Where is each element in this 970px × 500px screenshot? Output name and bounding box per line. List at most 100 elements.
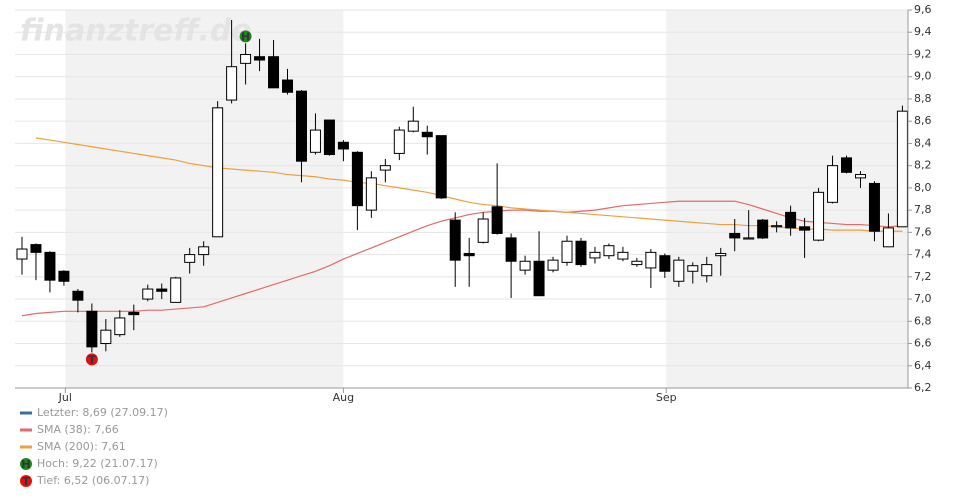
candle-body — [841, 157, 853, 173]
legend-marker-label: T — [22, 475, 30, 488]
candle-body — [771, 225, 783, 228]
legend-label: SMA (200): 7,61 — [37, 440, 126, 453]
candle-body — [575, 240, 587, 266]
month-band — [666, 10, 908, 388]
month-bands — [65, 10, 908, 388]
candle-body — [854, 174, 866, 179]
candle-body — [86, 310, 98, 348]
candle-body — [463, 252, 475, 257]
candle-body — [701, 264, 713, 277]
y-tick-label: 8,0 — [914, 181, 932, 194]
candle-body — [631, 260, 643, 266]
y-tick-label: 9,2 — [914, 47, 932, 60]
candle-body — [785, 211, 797, 229]
candle-body — [687, 265, 699, 272]
candle-body — [212, 107, 224, 238]
sma-line — [21, 200, 903, 317]
candle-body — [868, 182, 880, 232]
candle-body — [519, 260, 531, 271]
candle-body — [673, 259, 685, 282]
y-tick-label: 6,6 — [914, 337, 932, 350]
y-tick-label: 6,8 — [914, 314, 932, 327]
candle-body — [72, 290, 84, 301]
y-tick-label: 8,2 — [914, 159, 932, 172]
candle-body — [184, 254, 196, 263]
candle-body — [295, 90, 307, 162]
y-tick-label: 9,6 — [914, 3, 932, 16]
candle-body — [827, 165, 839, 203]
axes: 6,2 6,4 6,6 6,8 7,0 7,2 7,4 7,6 7,8 8,0 8,2 8,4 8,6 8… — [15, 3, 932, 404]
candle-body — [337, 141, 349, 150]
candle-body — [114, 317, 126, 336]
candle-body — [729, 232, 741, 239]
candle-body — [533, 260, 545, 297]
candle-body — [240, 53, 252, 64]
candle-body — [226, 66, 238, 101]
candle-body — [603, 245, 615, 257]
candle-body — [323, 119, 335, 156]
y-tick-label: 6,4 — [914, 359, 932, 372]
watermark: finanztreff.de — [20, 14, 252, 49]
candle-body — [421, 131, 433, 138]
y-tick-label: 9,0 — [914, 70, 932, 83]
month-band — [65, 10, 344, 388]
x-tick-label: Aug — [333, 391, 354, 404]
extreme-marker — [239, 30, 252, 43]
candle-body — [365, 177, 377, 211]
y-tick-label: 8,8 — [914, 92, 932, 105]
candle-body — [351, 151, 363, 207]
candles: HT — [16, 20, 908, 366]
legend-label: SMA (38): 7,66 — [37, 423, 119, 436]
legend-label: Letzter: 8,69 (27.09.17) — [37, 406, 168, 419]
candle-body — [44, 251, 56, 281]
candle-body — [505, 237, 517, 262]
y-tick-label: 7,8 — [914, 203, 932, 216]
candle-body — [128, 311, 140, 316]
legend-marker — [20, 475, 32, 487]
candle-body — [254, 56, 266, 61]
y-tick-label: 8,6 — [914, 114, 932, 127]
candle-body — [799, 226, 811, 231]
marker-label: T — [88, 353, 96, 366]
x-tick-label: Jul — [58, 391, 72, 404]
y-tick-label: 7,4 — [914, 248, 932, 261]
candle-body — [491, 206, 503, 234]
candle-body — [142, 288, 154, 300]
y-tick-label: 7,2 — [914, 270, 932, 283]
candle-body — [743, 237, 755, 240]
candle-body — [561, 240, 573, 263]
candle-body — [268, 56, 280, 89]
candle-body — [16, 248, 28, 260]
candle-body — [393, 129, 405, 154]
candle-body — [379, 165, 391, 171]
y-tick-label: 7,0 — [914, 292, 932, 305]
y-tick-label: 6,2 — [914, 381, 932, 394]
candle-body — [156, 288, 168, 292]
candle-body — [645, 251, 657, 269]
candle-body — [198, 246, 210, 256]
candle-body — [477, 218, 489, 243]
candle-body — [58, 270, 70, 282]
candle-body — [547, 259, 559, 271]
legend-label: Tief: 6,52 (06.07.17) — [36, 474, 149, 487]
candle-body — [309, 129, 321, 153]
y-tick-label: 7,6 — [914, 225, 932, 238]
candle-body — [589, 251, 601, 259]
legend-marker — [20, 458, 32, 470]
candle-body — [435, 135, 447, 199]
candle-body — [170, 277, 182, 303]
extreme-marker — [85, 353, 98, 366]
y-tick-label: 8,4 — [914, 136, 932, 149]
legend-marker-label: H — [21, 458, 30, 471]
candle-body — [659, 255, 671, 272]
candle-body — [813, 191, 825, 241]
candle-body — [100, 329, 112, 345]
candle-body — [715, 252, 727, 257]
candle-body — [30, 244, 42, 253]
candle-body — [407, 120, 419, 132]
marker-label: H — [241, 30, 250, 43]
x-tick-label: Sep — [656, 391, 677, 404]
candle-body — [882, 227, 894, 248]
